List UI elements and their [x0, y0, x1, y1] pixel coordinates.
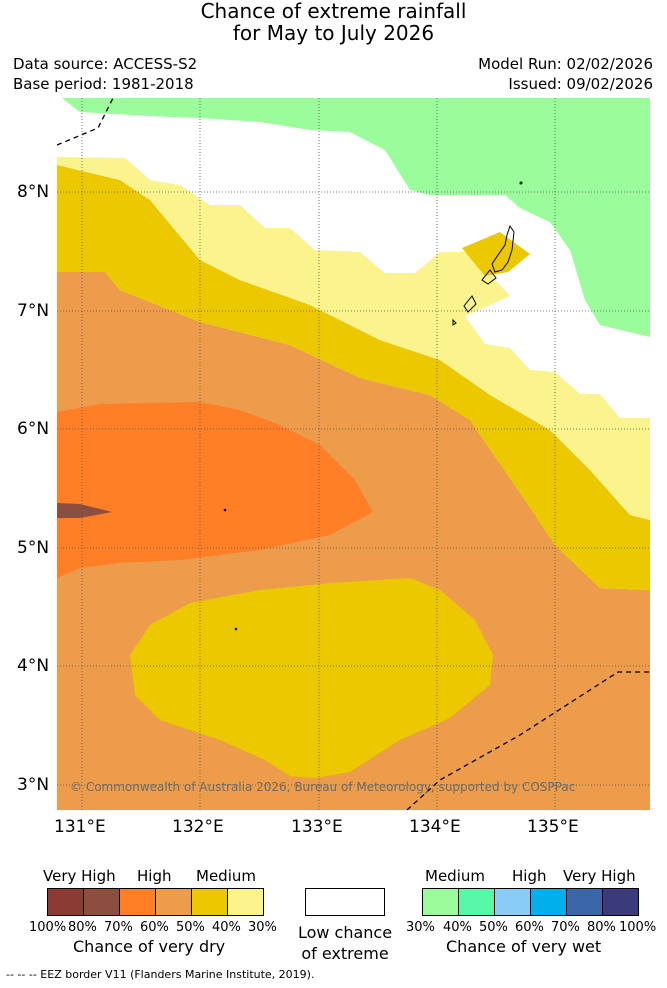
wet-pct-label: 80%	[587, 920, 616, 935]
wet-caption: Chance of very wet	[446, 937, 602, 956]
lat-label: 5°N	[17, 538, 50, 558]
low-chance-swatch	[305, 888, 385, 916]
wet-pct-label: 60%	[515, 920, 544, 935]
wet-swatch	[603, 889, 638, 915]
wet-pct-label: 40%	[443, 920, 472, 935]
dry-pct-label: 30%	[248, 920, 277, 935]
dry-swatch	[48, 889, 84, 915]
lon-label: 134°E	[409, 817, 461, 837]
model-run: Model Run: 02/02/2026	[478, 55, 653, 73]
lon-label: 133°E	[291, 817, 343, 837]
dry-caption: Chance of very dry	[73, 937, 226, 956]
dry-40-50-south-region	[130, 578, 493, 778]
wet-medium-label: Medium	[425, 867, 485, 885]
base-period: Base period: 1981-2018	[13, 75, 194, 93]
map-title: Chance of extreme rainfall	[200, 0, 467, 23]
dry-pct-label: 60%	[140, 920, 169, 935]
eez-border	[57, 98, 650, 810]
issued-date: Issued: 09/02/2026	[508, 75, 653, 93]
wet-high-label: High	[512, 867, 547, 885]
wet-colorbar	[422, 888, 639, 916]
dry-colorbar	[47, 888, 264, 916]
dry-pct-label: 40%	[212, 920, 241, 935]
palau-islands	[223, 181, 523, 631]
dry-medium-label: Medium	[196, 867, 256, 885]
wet-swatch	[531, 889, 567, 915]
wet-pct-label: 70%	[551, 920, 580, 935]
dry-60-70-region	[57, 402, 373, 578]
wet-swatch	[459, 889, 495, 915]
lon-label: 132°E	[172, 817, 224, 837]
dry-30-40-region	[57, 157, 650, 520]
dry-swatch	[228, 889, 263, 915]
dry-high-label: High	[137, 867, 172, 885]
map-subtitle: for May to July 2026	[232, 21, 435, 45]
lat-label: 7°N	[17, 301, 50, 321]
wet-pct-label: 50%	[479, 920, 508, 935]
lon-label: 131°E	[54, 817, 106, 837]
eez-footer-note: -- -- -- EEZ border V11 (Flanders Marine…	[6, 968, 315, 981]
wet-pct-label: 30%	[406, 920, 435, 935]
wet-swatch	[423, 889, 459, 915]
dry-pct-label: 100%	[29, 920, 67, 935]
wet-30-40-region	[62, 98, 650, 337]
wet-swatch	[567, 889, 603, 915]
dry-swatch	[192, 889, 228, 915]
lat-label: 6°N	[17, 419, 50, 439]
copyright-text: © Commonwealth of Australia 2026, Bureau…	[70, 780, 575, 794]
dry-swatch	[156, 889, 192, 915]
lon-label: 135°E	[527, 817, 579, 837]
low-chance-label-2: of extreme	[301, 944, 389, 963]
dry-40-50-region	[57, 165, 650, 590]
dry-swatch	[120, 889, 156, 915]
lat-label: 8°N	[17, 182, 50, 202]
wet-swatch	[495, 889, 531, 915]
dry-very-high-label: Very High	[43, 867, 116, 885]
dry-swatch	[84, 889, 120, 915]
lat-label: 4°N	[17, 656, 50, 676]
dry-80-100-region	[57, 503, 112, 518]
dry-pct-label: 70%	[104, 920, 133, 935]
low-chance-label-1: Low chance	[297, 923, 393, 942]
lat-label: 3°N	[17, 775, 50, 795]
wet-very-high-label: Very High	[563, 867, 636, 885]
dry-pct-label: 80%	[68, 920, 97, 935]
dry-pct-label: 50%	[176, 920, 205, 935]
rainfall-map: © Commonwealth of Australia 2026, Bureau…	[57, 98, 650, 810]
wet-pct-label: 100%	[619, 920, 657, 935]
data-source: Data source: ACCESS-S2	[13, 55, 198, 73]
